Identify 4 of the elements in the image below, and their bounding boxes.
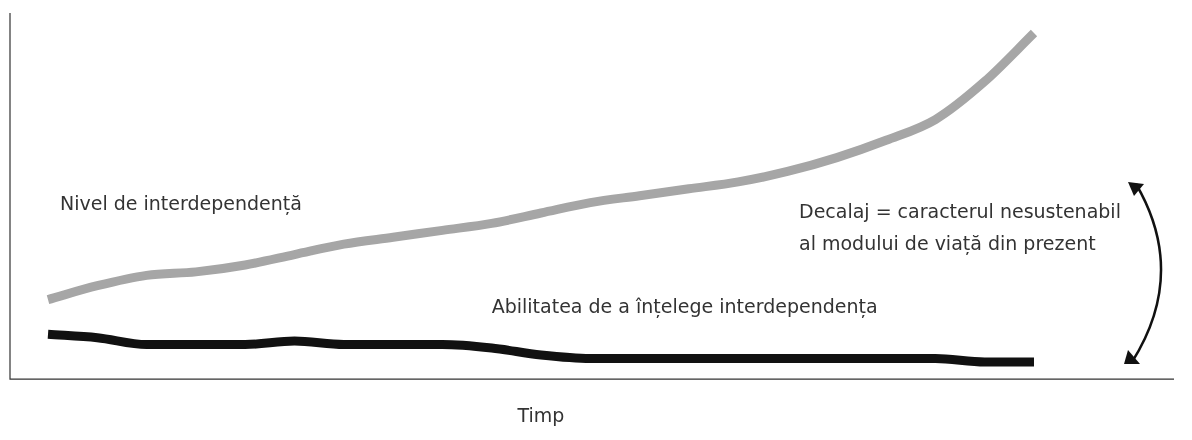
x-axis-title: Timp: [516, 403, 565, 426]
series-label: Abilitatea de a înțelege interdependența: [491, 294, 878, 318]
text: Nivel de interdependență: [60, 191, 302, 215]
annotation: Decalaj = caracterul nesustenabil al modului de viață din prezent: [799, 199, 1121, 255]
